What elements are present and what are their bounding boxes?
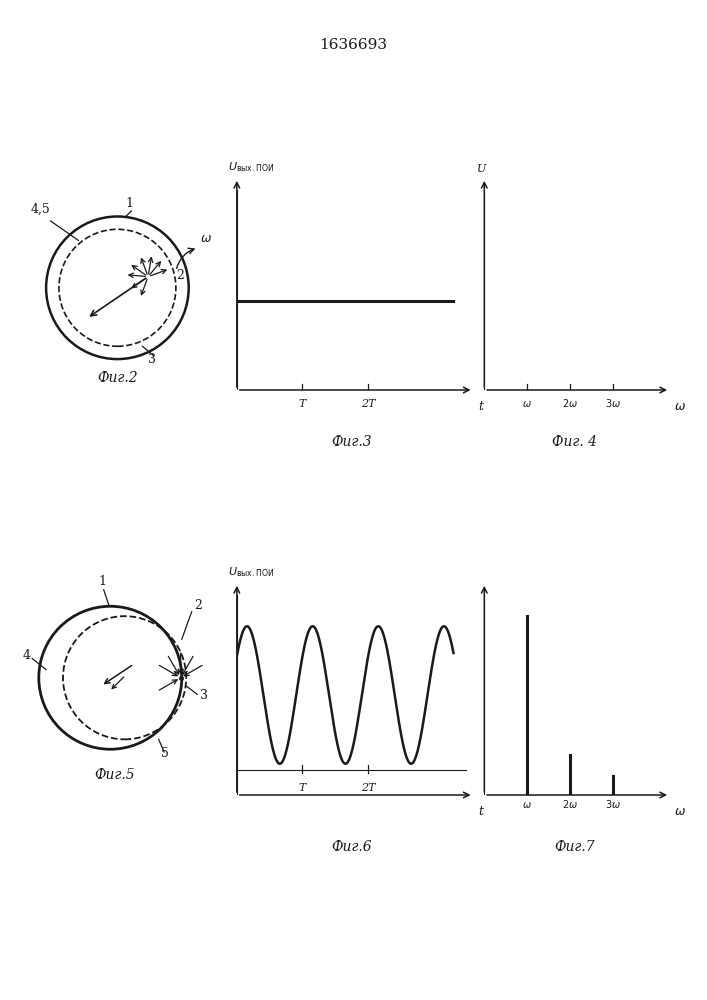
Text: T: T bbox=[299, 783, 306, 793]
Text: $\omega$: $\omega$ bbox=[200, 232, 212, 245]
Text: 3: 3 bbox=[200, 689, 208, 702]
Text: 2: 2 bbox=[194, 599, 202, 612]
Text: Фиг. 4: Фиг. 4 bbox=[552, 435, 597, 449]
Text: 3: 3 bbox=[148, 353, 156, 366]
Text: U: U bbox=[477, 164, 486, 174]
Text: 2T: 2T bbox=[361, 399, 375, 409]
Text: $3\omega$: $3\omega$ bbox=[605, 397, 621, 409]
Text: 1: 1 bbox=[126, 197, 134, 210]
Text: $2\omega$: $2\omega$ bbox=[562, 397, 578, 409]
Text: $3\omega$: $3\omega$ bbox=[605, 798, 621, 810]
Text: Фиг.6: Фиг.6 bbox=[332, 840, 372, 854]
Text: t: t bbox=[478, 400, 483, 413]
Text: Фиг.5: Фиг.5 bbox=[94, 768, 135, 782]
Text: 1: 1 bbox=[98, 575, 106, 588]
Text: 4,5: 4,5 bbox=[31, 203, 51, 216]
Text: 2: 2 bbox=[176, 269, 184, 282]
Text: $U_{\rm вых.ПОИ}$: $U_{\rm вых.ПОИ}$ bbox=[228, 160, 274, 174]
Text: $\omega$: $\omega$ bbox=[674, 805, 686, 818]
Text: 1636693: 1636693 bbox=[320, 38, 387, 52]
Text: Фиг.3: Фиг.3 bbox=[332, 435, 372, 449]
Text: $2\omega$: $2\omega$ bbox=[562, 798, 578, 810]
Text: $\omega$: $\omega$ bbox=[522, 399, 532, 409]
Text: Фиг.7: Фиг.7 bbox=[554, 840, 595, 854]
Text: t: t bbox=[478, 805, 483, 818]
Text: $U_{\rm вых.ПОИ}$: $U_{\rm вых.ПОИ}$ bbox=[228, 565, 274, 579]
Text: $\omega$: $\omega$ bbox=[674, 400, 686, 413]
Text: 5: 5 bbox=[161, 747, 169, 760]
Text: 4: 4 bbox=[23, 649, 30, 662]
Text: 2T: 2T bbox=[361, 783, 375, 793]
Text: Фиг.2: Фиг.2 bbox=[97, 371, 138, 385]
Text: $\omega$: $\omega$ bbox=[522, 800, 532, 810]
Text: T: T bbox=[299, 399, 306, 409]
